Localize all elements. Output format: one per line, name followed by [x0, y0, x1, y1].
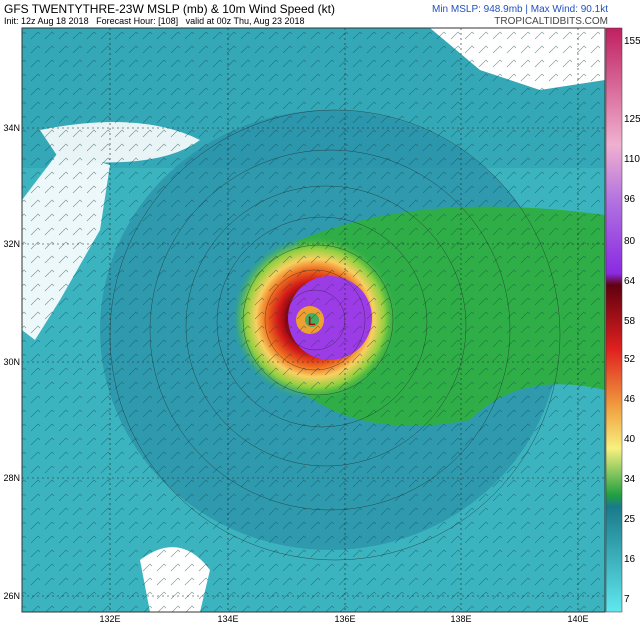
- lat-label: 26N: [3, 591, 20, 601]
- colorbar-label: 52: [624, 354, 636, 365]
- map-field: L: [22, 28, 605, 612]
- colorbar-label: 7: [624, 594, 630, 605]
- lon-label: 134E: [217, 614, 238, 624]
- lon-label: 132E: [99, 614, 120, 624]
- lon-label: 138E: [450, 614, 471, 624]
- colorbar-label: 40: [624, 434, 636, 445]
- stats: Min MSLP: 948.9mb | Max Wind: 90.1kt: [432, 4, 608, 15]
- colorbar-label: 58: [624, 316, 636, 327]
- colorbar-label: 155: [624, 36, 640, 47]
- svg-text:L: L: [308, 314, 315, 328]
- colorbar-label: 125: [624, 114, 640, 125]
- lon-label: 136E: [334, 614, 355, 624]
- lat-label: 32N: [3, 239, 20, 249]
- title: GFS TWENTYTHRE-23W MSLP (mb) & 10m Wind …: [4, 2, 335, 16]
- colorbar: [605, 27, 623, 613]
- colorbar-label: 16: [624, 554, 636, 565]
- site: TROPICALTIDBITS.COM: [494, 16, 608, 27]
- lat-label: 28N: [3, 473, 20, 483]
- colorbar-label: 25: [624, 514, 636, 525]
- colorbar-label: 64: [624, 276, 636, 287]
- lon-label: 140E: [567, 614, 588, 624]
- subtitle: Init: 12z Aug 18 2018 Forecast Hour: [10…: [4, 16, 305, 26]
- colorbar-label: 110: [624, 154, 640, 165]
- colorbar-label: 34: [624, 474, 636, 485]
- lat-label: 34N: [3, 123, 20, 133]
- colorbar-label: 46: [624, 394, 636, 405]
- lat-label: 30N: [3, 357, 20, 367]
- colorbar-label: 96: [624, 194, 636, 205]
- colorbar-label: 80: [624, 236, 636, 247]
